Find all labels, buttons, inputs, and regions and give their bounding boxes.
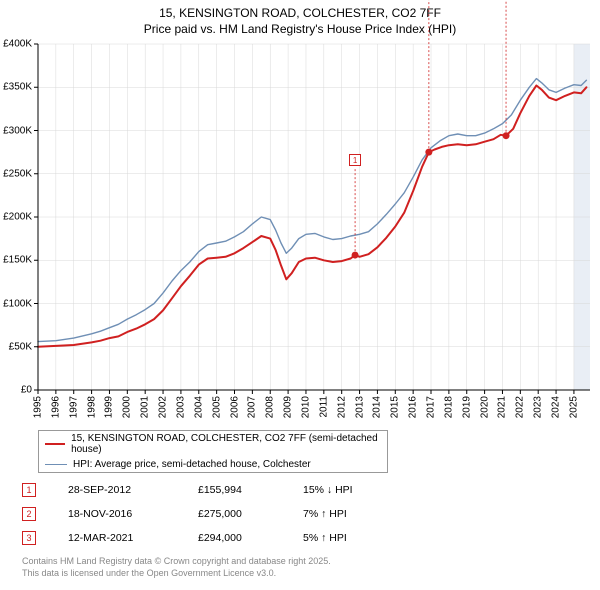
x-tick-label: 2022	[515, 396, 526, 418]
x-tick-label: 1999	[104, 396, 115, 418]
legend-item: 15, KENSINGTON ROAD, COLCHESTER, CO2 7FF…	[39, 431, 387, 457]
x-tick-label: 2009	[283, 396, 294, 418]
x-tick-label: 2014	[372, 396, 383, 418]
transaction-date: 28-SEP-2012	[68, 484, 198, 496]
y-tick-label: £300K	[3, 125, 32, 136]
legend-swatch	[45, 464, 67, 465]
transaction-number: 3	[22, 531, 36, 545]
x-tick-label: 2000	[122, 396, 133, 418]
transaction-number: 2	[22, 507, 36, 521]
transaction-row: 1 28-SEP-2012£155,99415% ↓ HPI	[22, 478, 403, 502]
transaction-table: 1 28-SEP-2012£155,99415% ↓ HPI 2 18-NOV-201…	[22, 478, 403, 550]
footer-attribution: Contains HM Land Registry data © Crown c…	[22, 556, 331, 579]
transaction-diff: 7% ↑ HPI	[303, 508, 403, 520]
legend-label: 15, KENSINGTON ROAD, COLCHESTER, CO2 7FF…	[71, 433, 381, 455]
x-tick-label: 2004	[193, 396, 204, 418]
y-tick-label: £0	[21, 385, 32, 396]
x-tick-label: 2010	[300, 396, 311, 418]
y-tick-label: £200K	[3, 212, 32, 223]
y-tick-label: £400K	[3, 39, 32, 50]
transaction-price: £275,000	[198, 508, 303, 520]
y-tick-label: £100K	[3, 298, 32, 309]
chart-title: 15, KENSINGTON ROAD, COLCHESTER, CO2 7FF…	[0, 0, 600, 39]
title-line-2: Price paid vs. HM Land Registry's House …	[0, 22, 600, 38]
x-tick-label: 2006	[229, 396, 240, 418]
x-tick-label: 2012	[336, 396, 347, 418]
transaction-row: 3 12-MAR-2021£294,0005% ↑ HPI	[22, 526, 403, 550]
x-tick-label: 2025	[568, 396, 579, 418]
x-tick-label: 2008	[265, 396, 276, 418]
x-tick-label: 2011	[318, 396, 329, 418]
x-tick-label: 2016	[408, 396, 419, 418]
x-tick-label: 2018	[443, 396, 454, 418]
transaction-marker-1: 1	[349, 154, 361, 166]
x-tick-label: 1998	[86, 396, 97, 418]
x-tick-label: 2003	[175, 396, 186, 418]
x-tick-label: 2015	[390, 396, 401, 418]
transaction-number: 1	[22, 483, 36, 497]
x-tick-label: 1997	[68, 396, 79, 418]
y-tick-label: £50K	[9, 341, 32, 352]
chart-svg	[38, 44, 590, 390]
transaction-price: £294,000	[198, 532, 303, 544]
x-tick-label: 2020	[479, 396, 490, 418]
x-tick-label: 1996	[50, 396, 61, 418]
transaction-diff: 15% ↓ HPI	[303, 484, 403, 496]
transaction-date: 18-NOV-2016	[68, 508, 198, 520]
legend-swatch	[45, 443, 65, 445]
chart-plot-area: 123	[38, 44, 590, 390]
legend: 15, KENSINGTON ROAD, COLCHESTER, CO2 7FF…	[38, 430, 388, 473]
x-tick-label: 2002	[158, 396, 169, 418]
transaction-date: 12-MAR-2021	[68, 532, 198, 544]
legend-label: HPI: Average price, semi-detached house,…	[73, 459, 311, 470]
x-tick-label: 2001	[140, 396, 151, 418]
x-tick-label: 2013	[354, 396, 365, 418]
transaction-price: £155,994	[198, 484, 303, 496]
x-tick-label: 2017	[426, 396, 437, 418]
x-tick-label: 1995	[33, 396, 44, 418]
x-tick-label: 2019	[461, 396, 472, 418]
y-tick-label: £350K	[3, 82, 32, 93]
x-tick-label: 2007	[247, 396, 258, 418]
footer-line-2: This data is licensed under the Open Gov…	[22, 568, 331, 580]
title-line-1: 15, KENSINGTON ROAD, COLCHESTER, CO2 7FF	[0, 6, 600, 22]
transaction-diff: 5% ↑ HPI	[303, 532, 403, 544]
legend-item: HPI: Average price, semi-detached house,…	[39, 457, 387, 472]
y-tick-label: £250K	[3, 168, 32, 179]
transaction-row: 2 18-NOV-2016£275,0007% ↑ HPI	[22, 502, 403, 526]
x-tick-label: 2023	[533, 396, 544, 418]
x-tick-label: 2024	[551, 396, 562, 418]
x-tick-label: 2005	[211, 396, 222, 418]
footer-line-1: Contains HM Land Registry data © Crown c…	[22, 556, 331, 568]
x-tick-label: 2021	[497, 396, 508, 418]
chart-container: { "title_line1": "15, KENSINGTON ROAD, C…	[0, 0, 600, 590]
y-tick-label: £150K	[3, 255, 32, 266]
